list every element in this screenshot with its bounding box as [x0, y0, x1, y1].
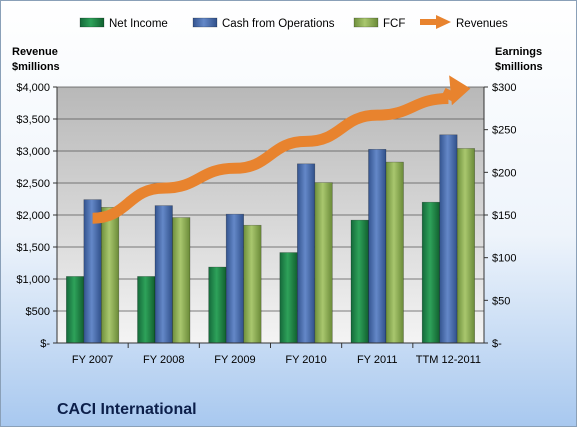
x-tick-label: FY 2010	[285, 354, 326, 366]
left-axis-label-line2: $millions	[12, 61, 60, 73]
revenue-line	[92, 93, 449, 224]
bar-net-income	[208, 266, 227, 344]
bar-cash-from-operations	[154, 205, 173, 344]
bar-cash-from-operations	[297, 163, 316, 344]
bar-fcf	[385, 161, 404, 344]
legend-label: Revenues	[456, 18, 508, 30]
bar-fcf	[314, 182, 333, 344]
legend-swatch	[79, 17, 105, 28]
left-tick-label: $1,500	[16, 242, 50, 254]
bar-fcf	[101, 207, 120, 344]
left-axis-label-line1: Revenue	[12, 46, 58, 58]
left-tick-label: $1,000	[16, 274, 50, 286]
right-tick-label: $250	[492, 125, 516, 137]
axes: $- $500 $1,000 $1,500 $2,000 $2,500 $3,000 $3,5…	[16, 82, 516, 366]
left-tick-label: $2,500	[16, 178, 50, 190]
chart-title: CACI International	[57, 401, 197, 418]
bar-cash-from-operations	[439, 134, 458, 344]
left-tick-label: $3,000	[16, 146, 50, 158]
legend-swatch	[192, 17, 218, 28]
right-tick-label: $200	[492, 167, 516, 179]
bar-fcf	[456, 148, 475, 344]
right-tick-label: $-	[492, 338, 502, 350]
x-tick-label: FY 2008	[143, 354, 184, 366]
bar-cash-from-operations	[368, 148, 387, 344]
bar-net-income	[137, 276, 156, 344]
revenue-line-extension	[441, 87, 456, 101]
left-tick-label: $500	[26, 306, 50, 318]
left-tick-label: $3,500	[16, 114, 50, 126]
right-tick-label: $300	[492, 82, 516, 94]
bars	[66, 134, 475, 344]
bar-net-income	[421, 201, 440, 344]
left-tick-label: $4,000	[16, 82, 50, 94]
x-tick-label: TTM 12-2011	[416, 354, 481, 366]
right-axis-label-line1: Earnings	[495, 46, 542, 58]
x-tick-label: FY 2009	[214, 354, 255, 366]
bar-net-income	[350, 219, 369, 344]
x-tick-label: FY 2007	[72, 354, 113, 366]
bar-cash-from-operations	[225, 213, 244, 344]
right-tick-label: $50	[492, 295, 510, 307]
legend-arrow-head	[436, 15, 451, 29]
legend: Net Income Cash from Operations FCF Revenue…	[79, 15, 508, 30]
revenue-arrow-layer	[92, 75, 471, 224]
left-tick-label: $-	[40, 338, 50, 350]
left-tick-label: $2,000	[16, 210, 50, 222]
bar-net-income	[279, 252, 298, 344]
x-tick-label: FY 2011	[357, 354, 398, 366]
bar-net-income	[66, 276, 85, 344]
right-axis-label-line2: $millions	[495, 61, 543, 73]
legend-label: Cash from Operations	[222, 18, 335, 30]
right-tick-label: $100	[492, 253, 516, 265]
right-tick-label: $150	[492, 210, 516, 222]
revenue-arrowhead	[449, 75, 471, 106]
bar-fcf	[243, 224, 262, 344]
bar-fcf	[172, 217, 191, 344]
legend-swatch	[353, 17, 379, 28]
legend-label: Net Income	[109, 18, 168, 30]
legend-label: FCF	[383, 18, 405, 30]
